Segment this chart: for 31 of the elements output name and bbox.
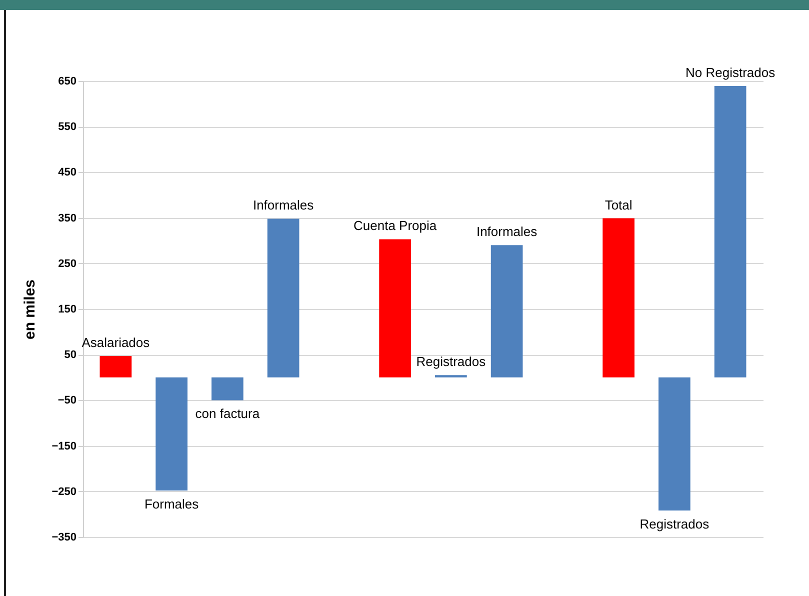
x-tick-label: Registrados: [640, 516, 710, 532]
x-tick-label: No Registrados: [686, 65, 776, 80]
x-tick-label: Cuenta Propia: [354, 218, 438, 234]
y-axis-title: en miles: [22, 279, 39, 340]
y-tick-label: 250: [58, 258, 76, 270]
x-tick-label: Asalariados: [82, 334, 150, 350]
x-tick-label: Registrados: [416, 354, 486, 370]
bar: [100, 356, 132, 378]
y-tick-label: 350: [58, 212, 76, 224]
x-tick-label: Total: [604, 197, 632, 212]
y-tick-label: 450: [58, 166, 76, 179]
bar: [156, 377, 188, 490]
y-tick-label: −250: [52, 486, 76, 498]
bar: [212, 377, 244, 400]
bar: [714, 86, 746, 378]
x-tick-label: Informales: [476, 224, 538, 240]
x-tick-label: Formales: [144, 496, 200, 512]
bar: [658, 377, 690, 511]
bar: [267, 218, 300, 378]
x-tick-label: Informales: [252, 198, 314, 213]
y-tick-label: 550: [58, 121, 76, 134]
bar: [602, 218, 634, 378]
bar: [490, 245, 523, 378]
y-tick-label: −350: [52, 532, 76, 544]
y-tick-label: 50: [64, 349, 76, 362]
y-tick-label: −50: [58, 394, 76, 407]
x-tick-label: con factura: [195, 406, 260, 422]
y-tick-label: 650: [58, 76, 76, 88]
bar: [379, 239, 411, 378]
y-tick-label: −150: [52, 440, 76, 452]
y-tick-label: 150: [58, 304, 76, 316]
